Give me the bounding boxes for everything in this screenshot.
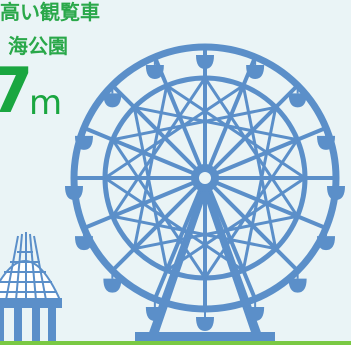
gondola — [74, 236, 93, 251]
headline-line-1: 高い観覧車 — [0, 0, 100, 24]
gondola — [288, 278, 307, 293]
wheel-star-strut — [104, 84, 245, 180]
gondola — [317, 135, 336, 150]
gondola — [317, 236, 336, 251]
ferris-wheel-icon — [65, 43, 345, 342]
gondola — [196, 317, 214, 331]
gondola — [327, 186, 345, 200]
headline-line-2: 海公園 — [8, 34, 68, 58]
gondola — [288, 93, 307, 108]
gondola — [196, 55, 214, 69]
gondola — [74, 135, 93, 150]
gondola — [145, 307, 164, 322]
wheel-hub-center — [199, 172, 211, 184]
dome-building-icon — [0, 232, 62, 342]
height-number: 7 — [0, 54, 34, 127]
wheel-star-strut — [165, 84, 306, 180]
wheel-star-strut — [133, 105, 298, 142]
wheel-support-legs — [147, 178, 263, 338]
gondola — [103, 93, 122, 108]
gondola — [246, 307, 265, 322]
wheel-star-strut — [112, 105, 277, 142]
wheel-base — [135, 332, 275, 342]
gondola — [145, 64, 164, 79]
gondola — [65, 186, 83, 200]
ground-strip — [0, 341, 351, 345]
gondola — [246, 64, 265, 79]
height-unit: m — [29, 83, 63, 123]
gondola — [103, 278, 122, 293]
